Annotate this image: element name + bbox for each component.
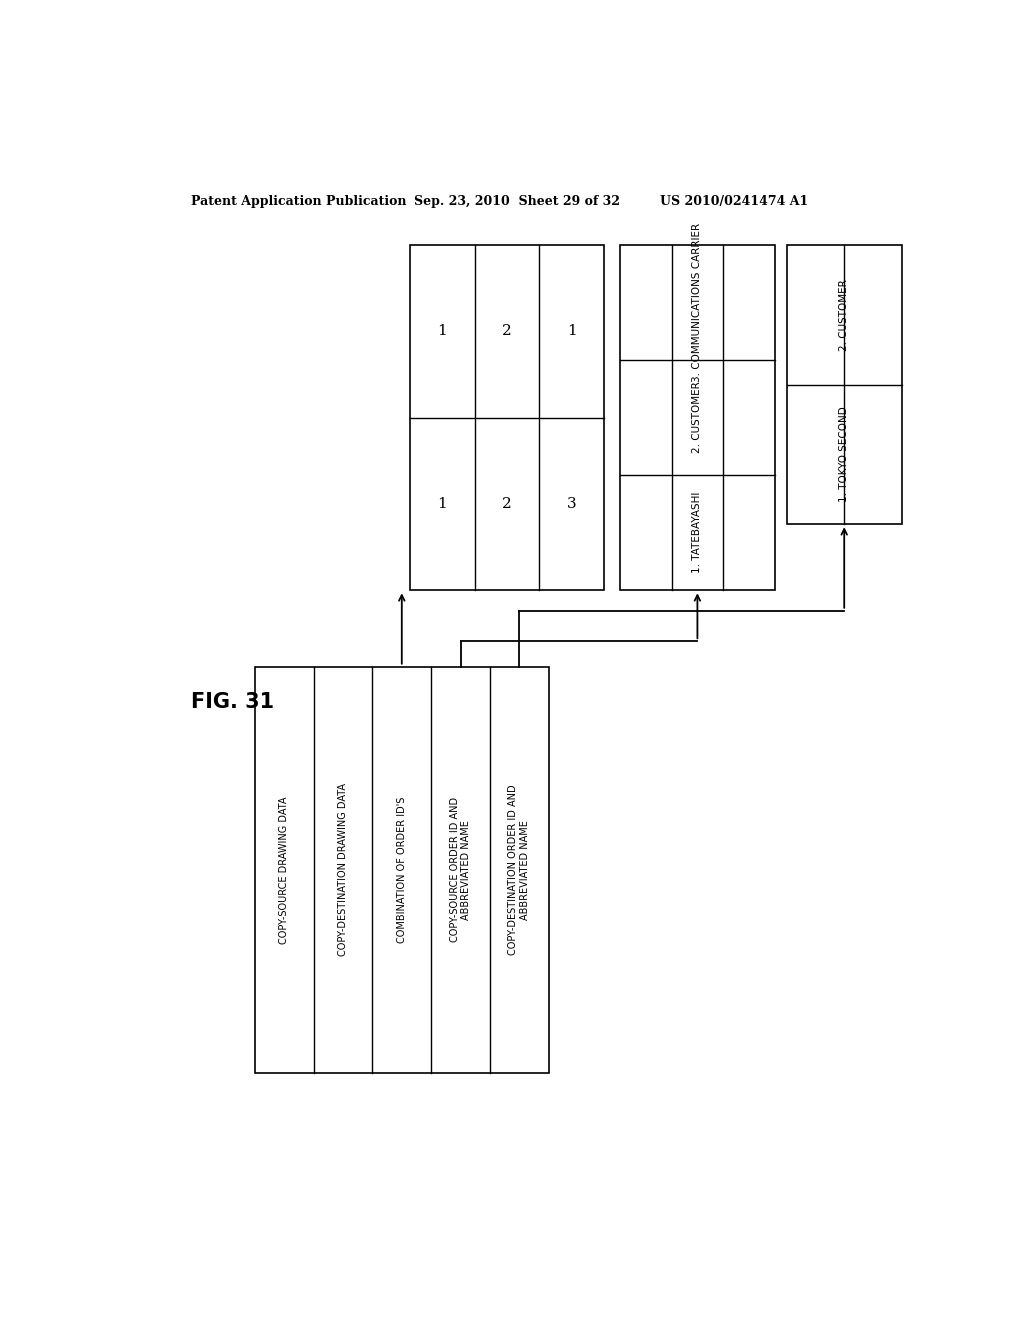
Text: 2. CUSTOMER: 2. CUSTOMER (692, 381, 702, 454)
Text: 3. COMMUNICATIONS CARRIER: 3. COMMUNICATIONS CARRIER (692, 223, 702, 381)
Text: Patent Application Publication: Patent Application Publication (191, 195, 407, 209)
Bar (410, 244, 604, 590)
Text: 2. CUSTOMER: 2. CUSTOMER (840, 279, 849, 351)
Text: Sep. 23, 2010  Sheet 29 of 32: Sep. 23, 2010 Sheet 29 of 32 (414, 195, 620, 209)
Text: COPY-SOURCE ORDER ID AND
ABBREVIATED NAME: COPY-SOURCE ORDER ID AND ABBREVIATED NAM… (450, 797, 471, 942)
Text: 1: 1 (567, 325, 577, 338)
Text: 2: 2 (502, 496, 512, 511)
Bar (255, 667, 549, 1073)
Text: FIG. 31: FIG. 31 (191, 692, 274, 713)
Text: 1. TOKYO SECOND: 1. TOKYO SECOND (840, 407, 849, 503)
Text: COPY-SOURCE DRAWING DATA: COPY-SOURCE DRAWING DATA (280, 796, 290, 944)
Bar (786, 244, 902, 524)
Text: 1: 1 (437, 325, 447, 338)
Bar (620, 244, 775, 590)
Text: 2: 2 (502, 325, 512, 338)
Text: 1: 1 (437, 496, 447, 511)
Text: COPY-DESTINATION DRAWING DATA: COPY-DESTINATION DRAWING DATA (338, 783, 348, 957)
Text: COMBINATION OF ORDER ID'S: COMBINATION OF ORDER ID'S (396, 797, 407, 942)
Text: COPY-DESTINATION ORDER ID AND
ABBREVIATED NAME: COPY-DESTINATION ORDER ID AND ABBREVIATE… (509, 784, 530, 956)
Text: US 2010/0241474 A1: US 2010/0241474 A1 (659, 195, 808, 209)
Text: 1. TATEBAYASHI: 1. TATEBAYASHI (692, 492, 702, 573)
Text: 3: 3 (567, 496, 577, 511)
